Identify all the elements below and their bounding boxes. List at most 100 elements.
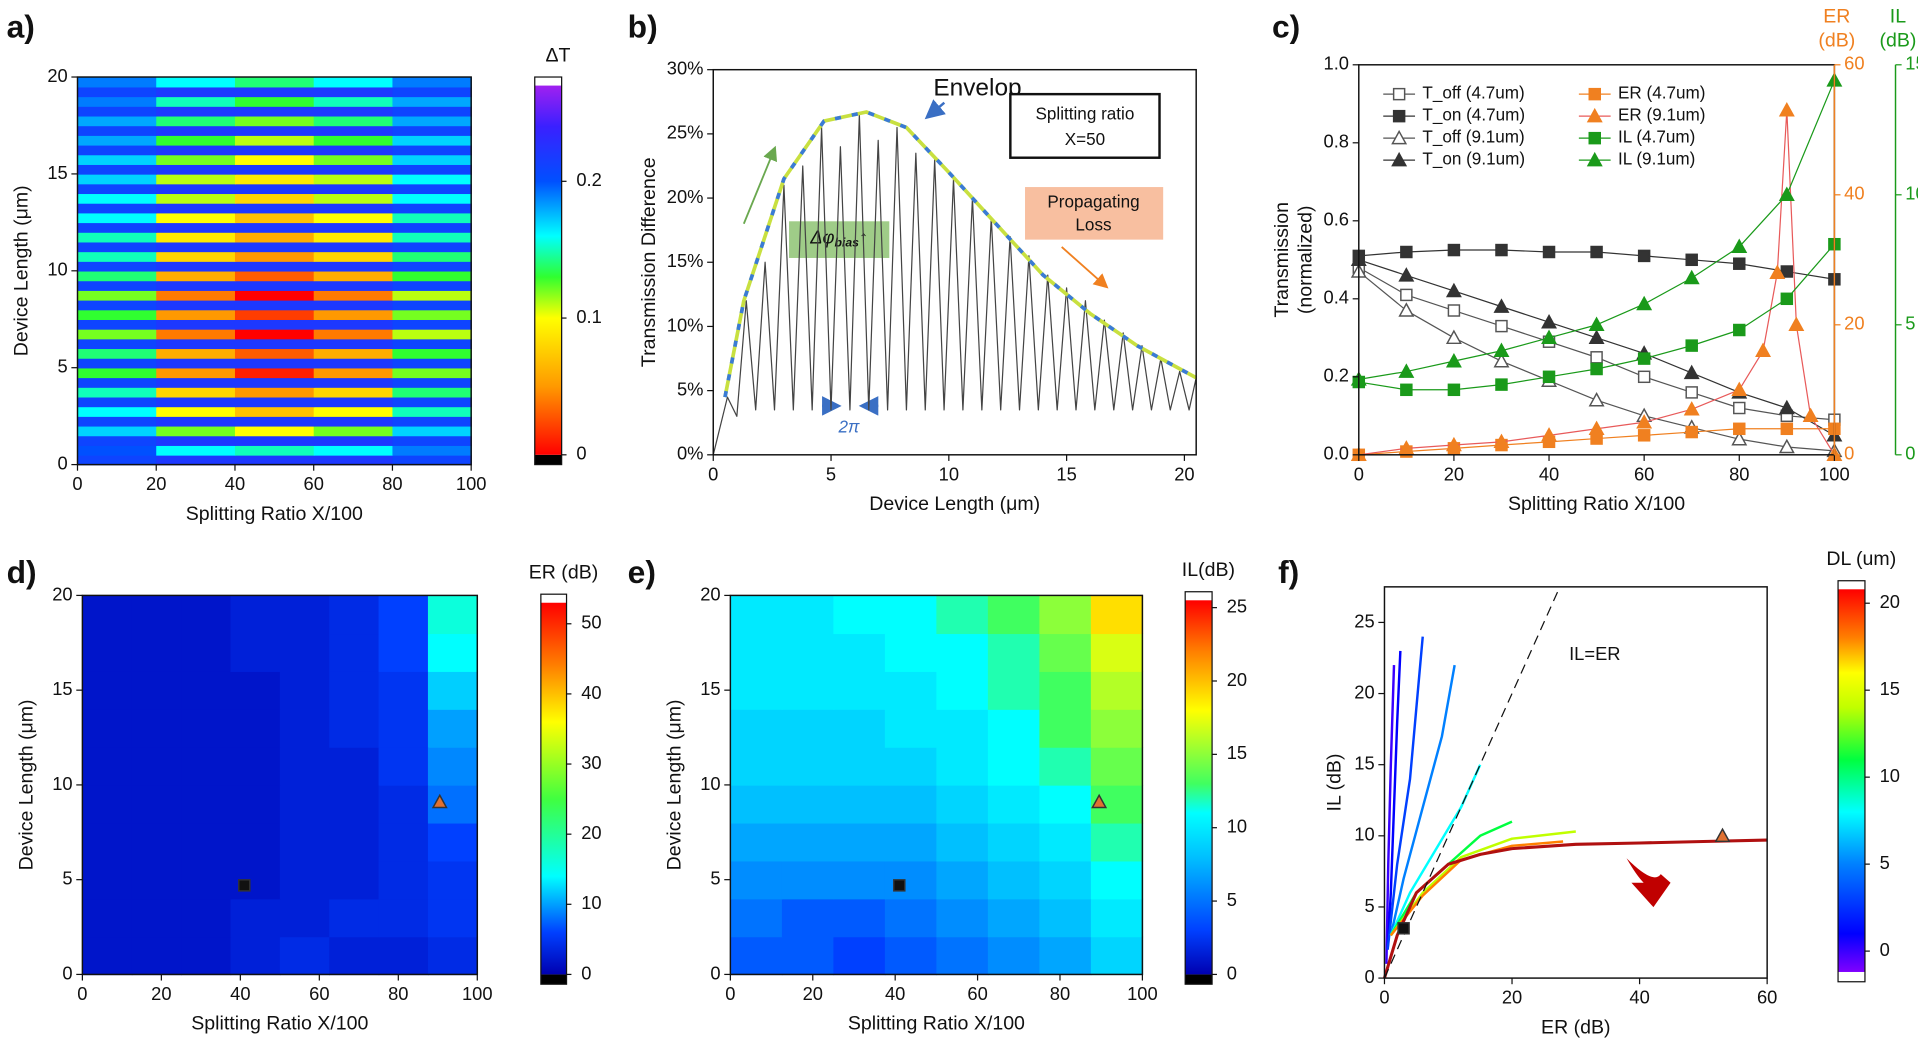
heatmap-cell bbox=[936, 747, 989, 786]
heatmap-cell bbox=[77, 183, 157, 195]
heatmap-cell bbox=[427, 822, 479, 862]
heatmap-cell bbox=[234, 290, 315, 301]
marker bbox=[1685, 339, 1698, 352]
colorbar-extension bbox=[1185, 591, 1213, 601]
annotation: X=50 bbox=[1065, 130, 1105, 149]
heatmap-cell bbox=[313, 115, 394, 127]
heatmap-cell bbox=[156, 164, 236, 175]
y-tick-label: 1.0 bbox=[1324, 53, 1349, 74]
heatmap-cell bbox=[427, 595, 479, 635]
heatmap-cell bbox=[378, 595, 429, 635]
heatmap-cell bbox=[230, 671, 281, 710]
x-tick-label: 0 bbox=[77, 983, 87, 1004]
panel-label: d) bbox=[7, 554, 37, 590]
heatmap-cell bbox=[279, 595, 330, 635]
panel-label: a) bbox=[7, 9, 35, 45]
heatmap-cell bbox=[313, 193, 394, 204]
heatmap-cell bbox=[156, 280, 236, 291]
heatmap-cell bbox=[156, 328, 236, 340]
heatmap-cell bbox=[1090, 671, 1144, 710]
panel-label: e) bbox=[628, 554, 656, 590]
y-tick-label: 0 bbox=[1844, 443, 1854, 464]
heatmap-cell bbox=[234, 154, 315, 165]
heatmap-cell bbox=[884, 671, 938, 710]
marker bbox=[1091, 793, 1108, 809]
heatmap-cell bbox=[77, 358, 157, 369]
colorbar-frame bbox=[534, 76, 563, 466]
colorbar-tick-label: 30 bbox=[581, 752, 601, 773]
heatmap-cell bbox=[987, 860, 1041, 900]
x-tick-label: 20 bbox=[1444, 463, 1464, 484]
heatmap-cell bbox=[730, 936, 783, 976]
heatmap-cell bbox=[156, 212, 236, 224]
heatmap-cell bbox=[313, 309, 394, 320]
heatmap-cell bbox=[234, 387, 315, 398]
marker bbox=[1445, 282, 1462, 298]
heatmap-cell bbox=[781, 936, 835, 976]
colorbar-extension bbox=[534, 454, 562, 465]
marker bbox=[1636, 295, 1653, 311]
colorbar-tick-label: 25 bbox=[1227, 595, 1247, 616]
legend-label: IL (4.7um) bbox=[1618, 128, 1695, 147]
heatmap-cell bbox=[77, 425, 157, 437]
y-tick-label: 10 bbox=[700, 773, 720, 794]
heatmap-cell bbox=[392, 406, 472, 417]
heatmap-cell bbox=[234, 173, 315, 185]
x-tick-label: 80 bbox=[1050, 983, 1070, 1004]
colorbar-extension bbox=[540, 594, 567, 603]
y-tick-label: 20 bbox=[1354, 681, 1374, 702]
marker bbox=[1445, 436, 1462, 452]
colorbar-tick-label: 20 bbox=[581, 822, 601, 843]
heatmap-cell bbox=[1090, 936, 1144, 976]
heatmap-cell bbox=[234, 77, 315, 88]
heatmap-cell bbox=[833, 595, 886, 635]
heatmap-cell bbox=[156, 348, 236, 359]
heatmap-cell bbox=[730, 822, 783, 862]
x-tick-label: 100 bbox=[1127, 983, 1158, 1004]
heatmap-cell bbox=[156, 77, 236, 88]
colorbar-tick-label: 20 bbox=[1880, 591, 1900, 612]
marker bbox=[1398, 363, 1415, 378]
heatmap-cell bbox=[1039, 595, 1092, 635]
marker bbox=[1493, 433, 1510, 449]
marker bbox=[1495, 243, 1508, 257]
heatmap-cell bbox=[230, 860, 281, 900]
heatmap-cell bbox=[392, 309, 472, 320]
marker bbox=[1733, 323, 1746, 337]
colorbar-tick-label: 0 bbox=[1880, 939, 1890, 960]
y-axis-label: Device Length (μm) bbox=[664, 699, 686, 870]
heatmap-cell bbox=[77, 377, 157, 388]
heatmap-cell bbox=[156, 435, 236, 446]
heatmap-cell bbox=[833, 860, 886, 900]
marker bbox=[1731, 381, 1748, 397]
colorbar-tick-label: 20 bbox=[1227, 669, 1247, 690]
marker bbox=[1683, 364, 1700, 380]
marker bbox=[1586, 151, 1603, 167]
x-tick-label: 40 bbox=[230, 983, 250, 1004]
heatmap-cell bbox=[392, 183, 472, 195]
heatmap-cell bbox=[313, 396, 394, 408]
heatmap-cell bbox=[987, 898, 1041, 938]
heatmap-cell bbox=[82, 860, 133, 900]
heatmap-cell bbox=[392, 193, 472, 204]
heatmap-cell bbox=[313, 135, 394, 146]
marker bbox=[1493, 342, 1510, 358]
annotation: Splitting ratio bbox=[1035, 104, 1134, 123]
heatmap-cell bbox=[392, 164, 472, 175]
heatmap-cell bbox=[156, 115, 236, 127]
heatmap-cell bbox=[234, 232, 315, 243]
x-tick-label: 100 bbox=[456, 473, 487, 494]
heatmap-cell bbox=[1039, 822, 1092, 862]
heatmap-cell bbox=[313, 144, 394, 156]
marker bbox=[1588, 87, 1601, 101]
heatmap-cell bbox=[313, 416, 394, 427]
heatmap-cell bbox=[730, 784, 783, 824]
heatmap-cell bbox=[987, 936, 1041, 976]
heatmap-cell bbox=[234, 445, 315, 456]
heatmap-cell bbox=[77, 280, 157, 291]
heatmap-cell bbox=[77, 115, 157, 127]
y-tick-label: 10 bbox=[1905, 183, 1918, 204]
heatmap-cell bbox=[131, 595, 182, 635]
heatmap-cell bbox=[77, 232, 157, 243]
heatmap-cell bbox=[181, 709, 232, 748]
